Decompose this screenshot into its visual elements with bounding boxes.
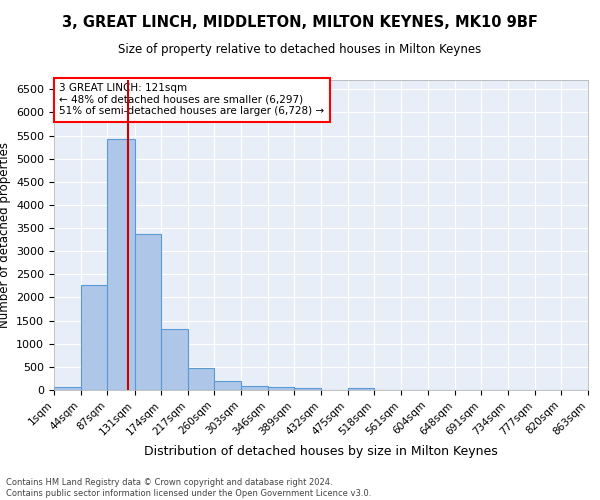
Bar	[268, 388, 295, 390]
Bar	[80, 284, 107, 390]
Text: Contains HM Land Registry data © Crown copyright and database right 2024.
Contai: Contains HM Land Registry data © Crown c…	[6, 478, 371, 498]
Bar	[134, 234, 161, 390]
Bar	[241, 386, 268, 390]
X-axis label: Distribution of detached houses by size in Milton Keynes: Distribution of detached houses by size …	[144, 445, 498, 458]
Bar	[161, 330, 188, 390]
Bar	[54, 386, 80, 390]
Y-axis label: Number of detached properties: Number of detached properties	[0, 142, 11, 328]
Bar	[295, 388, 321, 390]
Bar	[347, 388, 374, 390]
Bar	[214, 381, 241, 390]
Bar	[188, 368, 214, 390]
Text: 3, GREAT LINCH, MIDDLETON, MILTON KEYNES, MK10 9BF: 3, GREAT LINCH, MIDDLETON, MILTON KEYNES…	[62, 15, 538, 30]
Bar	[107, 139, 134, 390]
Text: Size of property relative to detached houses in Milton Keynes: Size of property relative to detached ho…	[118, 42, 482, 56]
Text: 3 GREAT LINCH: 121sqm
← 48% of detached houses are smaller (6,297)
51% of semi-d: 3 GREAT LINCH: 121sqm ← 48% of detached …	[59, 83, 325, 116]
